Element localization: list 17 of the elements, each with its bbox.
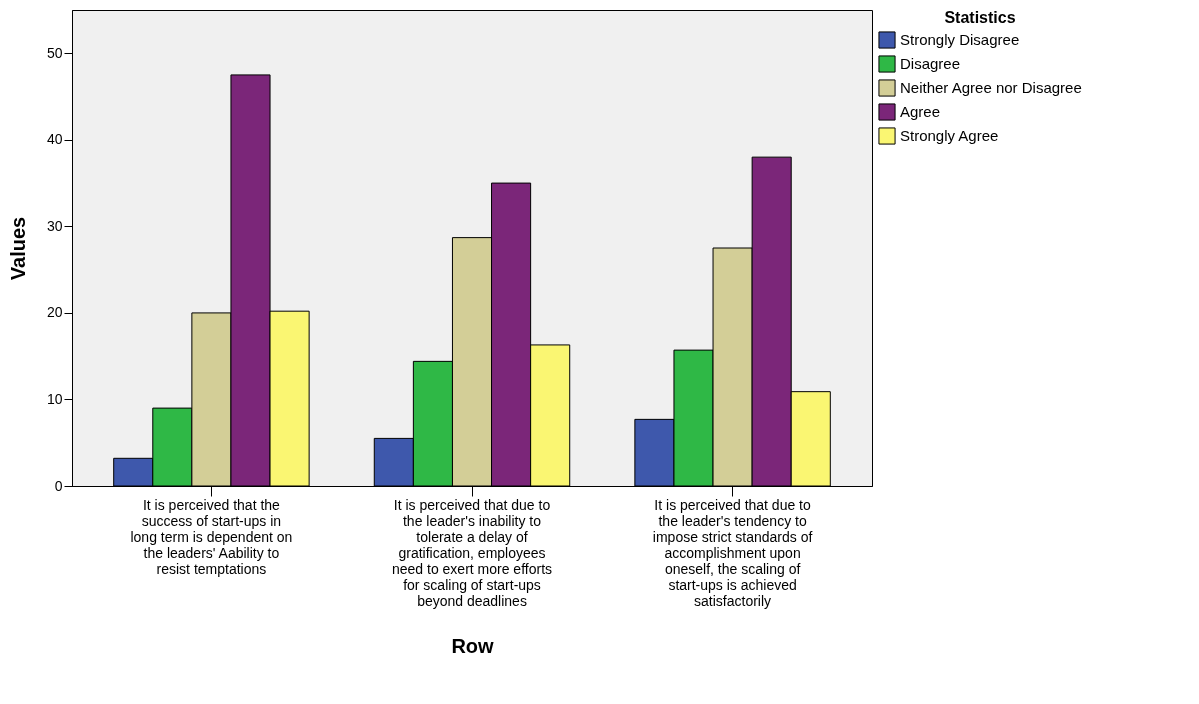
legend-label: Strongly Agree xyxy=(900,127,999,144)
y-tick-label: 10 xyxy=(46,390,63,407)
y-tick-label: 20 xyxy=(46,304,63,321)
y-tick-label: 0 xyxy=(54,477,63,494)
x-tick-label: It is perceived that due to the leader's inability to tolerate a delay of gratification, employees need to exert more efforts for scaling of start-ups beyond deadlines xyxy=(391,496,553,609)
x-axis-title: Row xyxy=(451,634,495,657)
y-tick-label: 30 xyxy=(46,217,63,234)
legend-label: Strongly Disagree xyxy=(900,31,1020,48)
legend-label: Neither Agree nor Disagree xyxy=(900,79,1082,96)
y-tick-label: 40 xyxy=(46,131,63,148)
legend-label: Disagree xyxy=(900,55,961,72)
y-axis-title: Values xyxy=(6,216,29,281)
legend-title: Statistics xyxy=(944,9,1016,26)
x-tick-label: It is perceived that the success of start-ups in long term is dependent on the leaders' Aability to resist temptations xyxy=(130,496,293,577)
legend-label: Agree xyxy=(900,103,941,120)
x-tick-label: It is perceived that due to the leader's tendency to impose strict standards of accomplishment upon oneself, the scaling of start-ups is achieved satisfactorily xyxy=(652,496,813,609)
y-tick-label: 50 xyxy=(46,44,63,61)
